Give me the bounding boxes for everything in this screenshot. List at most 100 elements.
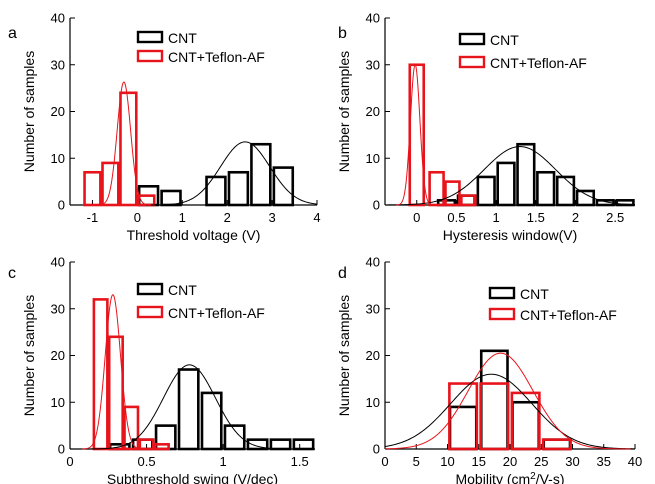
panel-label: d	[338, 265, 347, 282]
legend-swatch-teflon	[488, 307, 516, 321]
bar-cnt	[511, 400, 541, 451]
y-axis-title: Number of samples	[336, 295, 352, 416]
legend-label-cnt: CNT	[168, 30, 197, 46]
bar-cnt	[448, 405, 478, 451]
y-tick-label: 10	[51, 151, 65, 166]
y-tick-label: 30	[366, 57, 380, 72]
bar-teflon	[510, 391, 541, 451]
bar-teflon	[119, 91, 138, 207]
y-tick-label: 40	[51, 255, 65, 270]
bar-teflon	[460, 194, 477, 207]
y-tick-label: 20	[51, 348, 65, 363]
bar-cnt	[292, 438, 315, 451]
legend-label-cnt: CNT	[520, 286, 549, 302]
bar-cnt	[250, 142, 272, 207]
x-tick-label: 0	[413, 210, 420, 225]
panel-d: 0 10 20 30 40 0 5 10 15 20 25 30 35 40 Mobility (cm2/V…	[336, 255, 642, 484]
x-tick-label: 2.5	[606, 210, 624, 225]
x-tick-label: 1.5	[527, 210, 545, 225]
fit-curve-teflon	[82, 294, 144, 450]
x-tick-label: 1	[492, 210, 499, 225]
y-axis-title: Number of samples	[21, 51, 37, 172]
bar-teflon	[444, 180, 461, 207]
x-tick-label: 3	[268, 210, 275, 225]
y-tick-label: 0	[58, 442, 65, 457]
bar-cnt	[200, 391, 223, 451]
x-tick-label: 2	[572, 210, 579, 225]
panel-label: b	[338, 25, 347, 42]
panel-label: a	[8, 25, 17, 42]
bar-teflon	[138, 438, 155, 451]
y-tick-label: 20	[366, 348, 380, 363]
y-tick-label: 10	[51, 395, 65, 410]
y-tick-label: 30	[51, 57, 65, 72]
x-tick-label: 0	[66, 454, 73, 469]
y-tick-label: 20	[51, 104, 65, 119]
fit-curve-cnt	[146, 141, 318, 206]
x-tick-label: 0.5	[138, 454, 156, 469]
legend-swatch-teflon	[136, 305, 164, 319]
x-tick-label: 35	[597, 454, 611, 469]
y-tick-label: 0	[58, 198, 65, 213]
y-tick-label: 30	[366, 301, 380, 316]
x-tick-label: 25	[534, 454, 548, 469]
x-tick-label: 0	[134, 210, 141, 225]
x-tick-label: 0.5	[447, 210, 465, 225]
x-axis-title: Mobility (cm2/V-s)	[455, 471, 564, 484]
bar-teflon	[428, 170, 445, 207]
x-axis-title: Threshold voltage (V)	[127, 227, 261, 243]
bar-cnt	[476, 175, 496, 207]
y-tick-label: 0	[373, 198, 380, 213]
panel-c: 0 10 20 30 40 0 0.5 1 1.5 Subthreshold swing (V/d…	[8, 255, 315, 484]
y-tick-label: 0	[373, 442, 380, 457]
bar-cnt	[615, 199, 635, 207]
bar-teflon	[123, 405, 140, 451]
bar-cnt	[269, 438, 292, 451]
bar-cnt	[246, 438, 269, 451]
bar-teflon	[153, 443, 170, 451]
y-tick-label: 40	[51, 11, 65, 26]
panel-label: c	[8, 265, 16, 282]
legend-swatch-cnt	[136, 282, 164, 296]
bar-teflon	[83, 170, 102, 207]
x-tick-label: 5	[413, 454, 420, 469]
y-axis-title: Number of samples	[21, 295, 37, 416]
bar-cnt	[177, 368, 200, 451]
bar-cnt	[555, 175, 576, 207]
fit-curve-teflon	[384, 352, 631, 450]
x-tick-label: 4	[313, 210, 320, 225]
legend-label-cnt: CNT	[168, 282, 197, 298]
x-tick-label: 30	[565, 454, 579, 469]
legend-label-cnt: CNT	[490, 32, 519, 48]
legend-label-teflon: CNT+Teflon-AF	[490, 55, 587, 71]
x-tick-label: 2	[224, 210, 231, 225]
bar-cnt	[223, 424, 246, 451]
x-tick-label: 1	[220, 454, 227, 469]
fit-curve-teflon	[396, 64, 435, 206]
bar-teflon	[408, 63, 426, 207]
y-tick-label: 20	[366, 104, 380, 119]
legend-swatch-cnt	[458, 32, 486, 46]
bar-cnt	[272, 166, 295, 207]
fit-curve-cnt	[384, 373, 636, 450]
bar-cnt	[536, 170, 556, 207]
bar-cnt	[479, 349, 509, 451]
legend-swatch-cnt	[136, 30, 164, 44]
bar-teflon	[107, 335, 124, 451]
bar-cnt	[542, 438, 572, 451]
fit-curve-teflon	[96, 81, 151, 206]
y-tick-label: 10	[366, 395, 380, 410]
legend-swatch-teflon	[136, 49, 164, 63]
x-tick-label: 1	[179, 210, 186, 225]
bar-cnt	[516, 142, 536, 207]
y-tick-label: 40	[366, 255, 380, 270]
x-tick-label: -1	[87, 210, 99, 225]
bar-teflon	[541, 438, 572, 451]
x-tick-label: 15	[472, 454, 486, 469]
x-tick-label: 40	[628, 454, 642, 469]
bar-cnt	[205, 175, 227, 207]
x-tick-label: 0	[381, 454, 388, 469]
x-tick-label: 20	[503, 454, 517, 469]
y-axis-title: Number of samples	[336, 51, 352, 172]
bar-cnt	[227, 170, 250, 207]
